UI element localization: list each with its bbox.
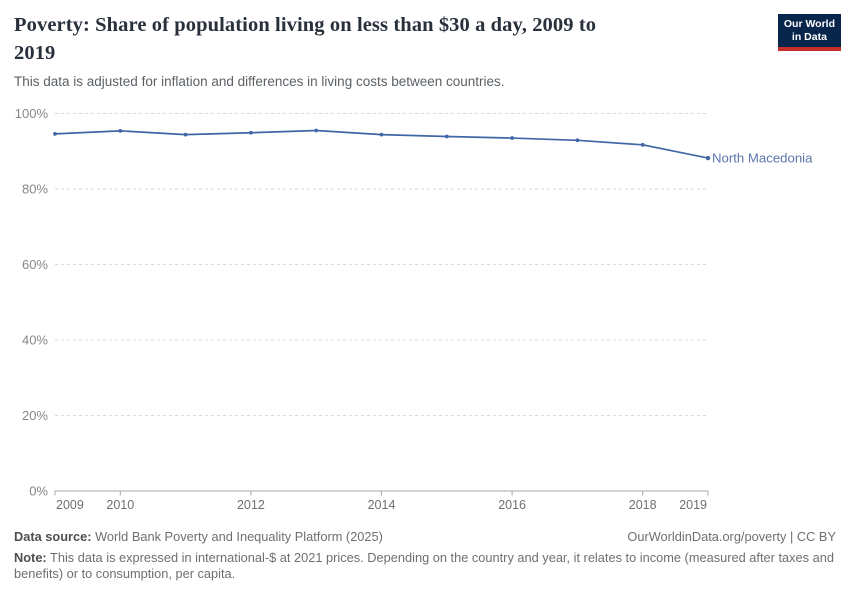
data-point[interactable]: [640, 142, 645, 147]
data-point[interactable]: [575, 138, 580, 143]
footnote-label: Note:: [14, 549, 47, 565]
series-label[interactable]: North Macedonia: [712, 151, 813, 166]
page-title-line2: 2019: [14, 42, 56, 64]
y-axis-tick-label: 0%: [29, 484, 48, 499]
x-axis-tick-label: 2018: [629, 498, 657, 512]
y-axis-tick-label: 20%: [22, 408, 48, 423]
data-point[interactable]: [53, 131, 57, 136]
page-title-line1: Poverty: Share of population living on l…: [14, 14, 597, 36]
y-axis-tick-label: 100%: [15, 106, 49, 121]
chart-header: Poverty: Share of population living on l…: [14, 11, 758, 89]
data-point[interactable]: [314, 128, 319, 133]
x-axis-tick-label: 2010: [106, 498, 134, 512]
y-axis-tick-label: 60%: [22, 257, 48, 272]
source-row: Data source: World Bank Poverty and Ineq…: [14, 529, 836, 546]
x-axis-tick-label: 2014: [368, 498, 396, 512]
data-point[interactable]: [705, 155, 711, 161]
footnote: Note: This data is expressed in internat…: [14, 550, 836, 583]
x-axis-tick-label: 2016: [498, 498, 526, 512]
x-axis-tick-label: 2012: [237, 498, 265, 512]
data-point[interactable]: [444, 134, 449, 139]
data-point[interactable]: [510, 136, 514, 140]
data-source-text: World Bank Poverty and Inequality Platfo…: [91, 529, 383, 544]
data-point[interactable]: [118, 128, 123, 133]
y-axis-tick-label: 40%: [22, 333, 48, 348]
data-source-label: Data source:: [14, 529, 92, 544]
x-axis-tick-label: 2009: [56, 498, 84, 512]
y-axis-tick-label: 80%: [22, 182, 48, 197]
owid-logo-line2: in Data: [791, 31, 827, 43]
data-point[interactable]: [183, 132, 188, 137]
x-axis-tick-label: 2019: [679, 498, 707, 512]
owid-logo-line1: Our World: [783, 18, 835, 30]
owid-logo[interactable]: Our World in Data: [777, 14, 841, 51]
chart-footer: Data source: World Bank Poverty and Ineq…: [14, 529, 836, 583]
data-source: Data source: World Bank Poverty and Ineq…: [14, 529, 383, 546]
page-title: Poverty: Share of population living on l…: [14, 11, 758, 67]
data-point[interactable]: [379, 132, 384, 137]
attribution-link[interactable]: OurWorldinData.org/poverty | CC BY: [627, 529, 836, 544]
chart-subtitle: This data is adjusted for inflation and …: [14, 74, 505, 89]
data-point[interactable]: [249, 130, 253, 135]
footnote-text: This data is expressed in international-…: [14, 549, 834, 582]
